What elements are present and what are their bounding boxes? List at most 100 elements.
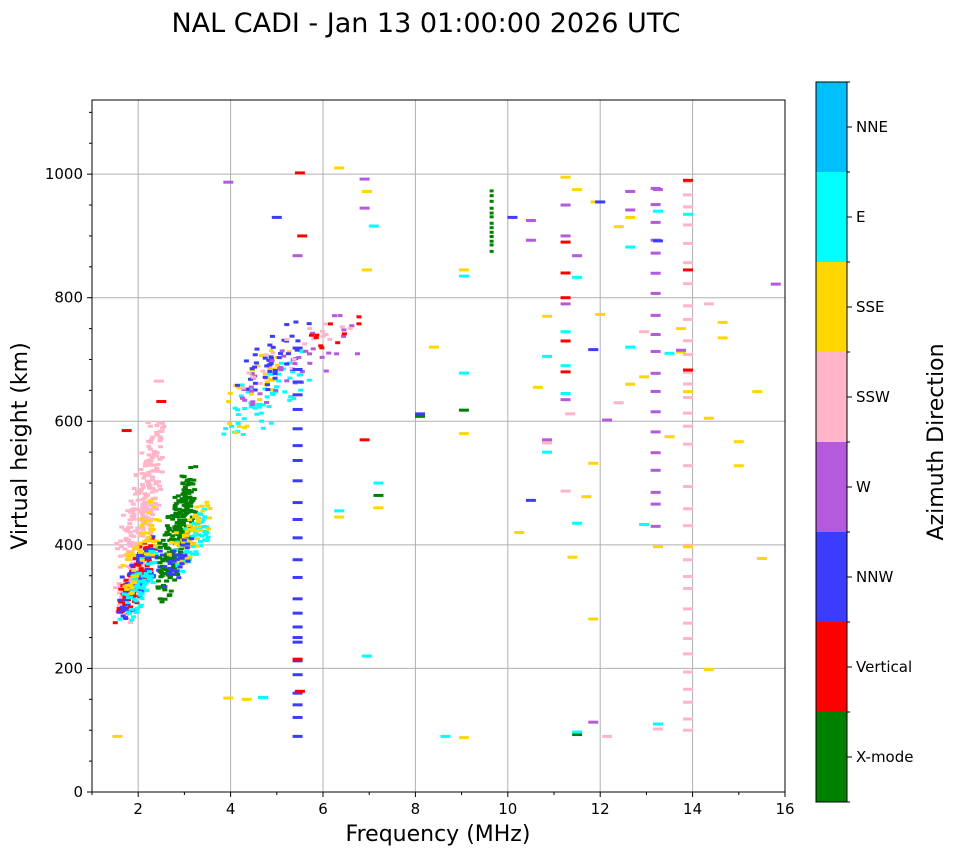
echo-point <box>307 352 313 356</box>
echo-point <box>186 481 192 485</box>
echo-point <box>146 576 152 580</box>
echo-point <box>146 473 152 477</box>
echo-point <box>166 515 172 519</box>
echo-point <box>155 579 161 583</box>
echo-point <box>137 510 143 514</box>
echo-point <box>147 532 153 536</box>
echo-point <box>244 387 250 391</box>
echo-point <box>126 540 132 544</box>
echo-point <box>187 550 193 554</box>
echo-point <box>560 339 571 343</box>
echo-point <box>150 553 156 557</box>
echo-point <box>227 422 233 426</box>
colorbar-frame <box>815 81 848 803</box>
echo-point <box>131 597 137 601</box>
echo-point <box>138 567 144 571</box>
echo-point <box>180 498 186 502</box>
echo-point <box>154 539 160 543</box>
echo-point <box>141 581 147 585</box>
echo-point <box>192 488 198 492</box>
echo-point <box>197 544 203 548</box>
echo-point <box>159 421 165 425</box>
echo-point <box>169 540 175 544</box>
echo-point <box>130 558 136 562</box>
streak-point <box>682 223 693 227</box>
echo-point <box>158 487 164 491</box>
echo-point <box>560 203 571 207</box>
echo-point <box>176 576 182 580</box>
echo-point <box>314 333 320 337</box>
echo-point <box>145 579 151 583</box>
echo-point <box>167 576 173 580</box>
echo-point <box>258 354 264 358</box>
streak-point <box>650 271 661 275</box>
echo-point <box>154 430 160 434</box>
echo-point <box>152 450 158 454</box>
echo-point <box>171 514 177 518</box>
echo-point <box>151 468 157 472</box>
echo-point <box>167 561 173 565</box>
echo-point <box>250 375 256 379</box>
echo-point <box>170 534 176 538</box>
echo-point <box>150 513 156 517</box>
echo-point <box>458 408 469 412</box>
echo-point <box>572 188 583 192</box>
echo-point <box>341 332 347 336</box>
echo-point <box>122 616 128 620</box>
y-tick-label: 600 <box>54 412 83 430</box>
echo-point <box>142 521 148 525</box>
echo-point <box>151 505 157 509</box>
echo-point <box>272 368 278 372</box>
echo-point <box>150 581 156 585</box>
echo-point <box>188 466 194 470</box>
echo-point <box>652 239 663 243</box>
echo-point <box>151 463 157 467</box>
echo-point <box>181 513 187 517</box>
echo-point <box>238 394 244 398</box>
echo-point <box>142 496 148 500</box>
echo-point <box>180 508 186 512</box>
echo-point <box>347 326 353 330</box>
echo-point <box>294 348 300 352</box>
echo-point <box>349 324 355 328</box>
x-axis-label: Frequency (MHz) <box>346 822 531 847</box>
echo-point <box>185 542 191 546</box>
echo-point <box>542 450 553 454</box>
echo-point <box>260 403 266 407</box>
echo-point <box>652 545 663 549</box>
echo-point <box>281 338 287 342</box>
echo-point <box>229 424 235 428</box>
echo-point <box>268 388 274 392</box>
echo-point <box>125 602 131 606</box>
echo-point <box>292 362 298 366</box>
echo-point <box>172 578 178 582</box>
echo-point <box>164 531 170 535</box>
echo-point <box>276 372 282 376</box>
echo-point <box>428 345 439 349</box>
echo-point <box>147 463 153 467</box>
echo-point <box>131 573 137 577</box>
echo-point <box>167 559 173 563</box>
chart-title: NAL CADI - Jan 13 01:00:00 2026 UTC <box>171 8 680 39</box>
echo-point <box>176 528 182 532</box>
echo-point <box>173 508 179 512</box>
echo-point <box>252 406 258 410</box>
echo-point <box>625 215 636 219</box>
echo-point <box>148 544 154 548</box>
echo-point <box>241 417 247 421</box>
echo-point <box>334 352 340 356</box>
echo-point <box>181 538 187 542</box>
streak-point <box>292 659 303 663</box>
echo-point <box>257 695 268 699</box>
echo-point <box>162 585 168 589</box>
echo-point <box>247 377 253 381</box>
echo-point <box>177 525 183 529</box>
echo-point <box>359 438 370 442</box>
echo-point <box>116 582 122 586</box>
echo-point <box>572 275 583 279</box>
echo-point <box>200 509 206 513</box>
echo-point <box>239 396 245 400</box>
echo-point <box>542 354 553 358</box>
echo-point <box>186 491 192 495</box>
